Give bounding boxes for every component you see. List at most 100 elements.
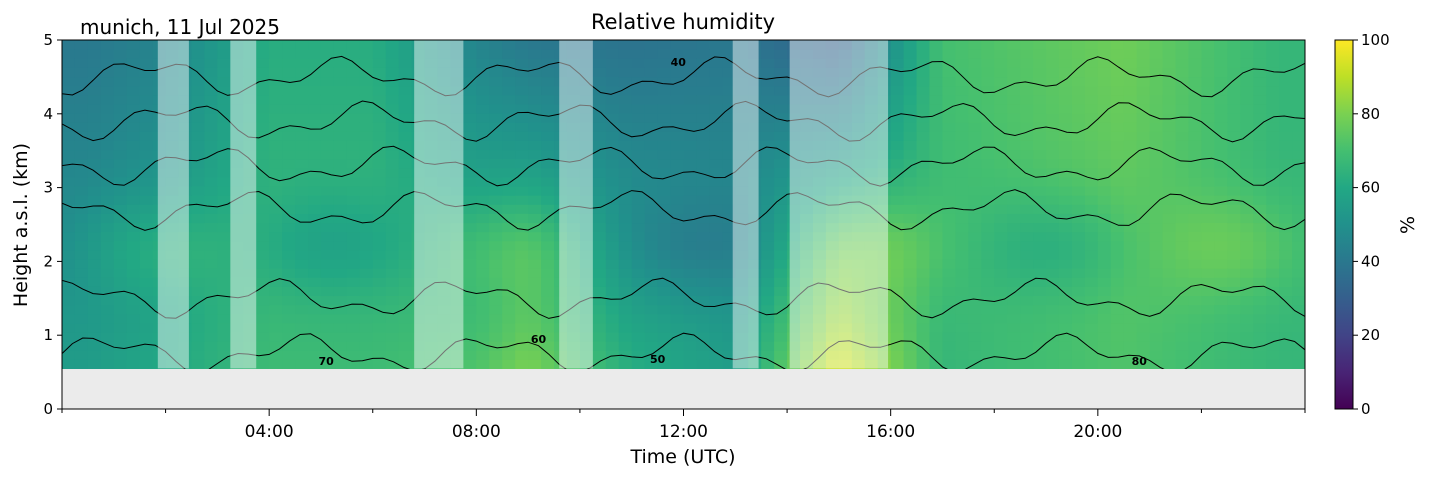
field-cell: [1162, 268, 1177, 278]
field-cell: [670, 249, 685, 260]
field-cell: [359, 322, 374, 333]
field-cell: [774, 103, 788, 114]
field-cell: [100, 277, 115, 287]
field-cell: [1007, 49, 1021, 59]
field-cell: [554, 176, 568, 187]
field-cell: [217, 222, 231, 233]
field-cell: [890, 122, 905, 132]
field-cell: [437, 295, 452, 306]
field-cell: [243, 222, 257, 233]
field-cell: [929, 240, 944, 251]
field-cell: [994, 131, 1008, 141]
field-cell: [100, 240, 115, 251]
field-cell: [709, 322, 723, 333]
field-cell: [320, 122, 335, 132]
field-cell: [1253, 112, 1267, 123]
field-cell: [916, 295, 931, 306]
field-cell: [825, 103, 840, 114]
colorbar-tick-label: 80: [1361, 105, 1380, 123]
field-cell: [657, 195, 672, 205]
field-cell: [942, 167, 957, 178]
field-cell: [1240, 313, 1254, 324]
field-cell: [256, 231, 270, 242]
field-cell: [282, 295, 296, 306]
field-cell: [1007, 85, 1021, 96]
field-cell: [152, 122, 167, 132]
field-cell: [981, 76, 995, 87]
field-cell: [1201, 268, 1215, 278]
field-cell: [191, 94, 206, 105]
field-cell: [1084, 167, 1099, 178]
field-cell: [631, 295, 646, 306]
field-cell: [1097, 350, 1112, 360]
field-cell: [890, 359, 905, 369]
field-cell: [851, 67, 866, 78]
field-cell: [592, 58, 607, 68]
field-cell: [1071, 350, 1086, 360]
field-cell: [696, 112, 710, 123]
field-cell: [320, 195, 335, 205]
field-cell: [463, 204, 477, 214]
field-cell: [864, 277, 879, 287]
field-cell: [981, 49, 995, 59]
field-cell: [890, 286, 905, 297]
field-cell: [463, 295, 477, 306]
field-cell: [1046, 67, 1060, 78]
field-cell: [385, 131, 400, 141]
field-cell: [1201, 204, 1215, 214]
field-cell: [1162, 258, 1177, 269]
field-cell: [722, 158, 736, 169]
field-cell: [968, 131, 982, 141]
field-cell: [1046, 122, 1060, 132]
field-cell: [282, 140, 296, 151]
field-cell: [217, 76, 231, 87]
field-cell: [1227, 249, 1241, 260]
field-cell: [372, 204, 387, 214]
field-cell: [1058, 58, 1073, 68]
field-cell: [618, 322, 633, 333]
field-cell: [62, 240, 76, 251]
field-cell: [450, 122, 464, 132]
field-cell: [1240, 277, 1254, 287]
field-cell: [152, 341, 167, 351]
field-cell: [1110, 286, 1125, 297]
field-cell: [838, 350, 853, 360]
field-cell: [1097, 58, 1112, 68]
field-cell: [165, 222, 180, 233]
field-cell: [243, 131, 257, 141]
field-cell: [100, 268, 115, 278]
field-cell: [1227, 167, 1241, 178]
field-cell: [838, 249, 853, 260]
field-cell: [1149, 222, 1164, 233]
field-cell: [126, 231, 141, 242]
field-cell: [126, 140, 141, 151]
field-cell: [916, 331, 931, 342]
field-cell: [722, 249, 736, 260]
field-cell: [683, 295, 698, 306]
field-cell: [618, 222, 633, 233]
field-cell: [398, 131, 413, 141]
field-cell: [62, 204, 76, 214]
field-cell: [139, 49, 154, 59]
field-cell: [450, 112, 464, 123]
field-cell: [787, 204, 801, 214]
field-cell: [787, 304, 801, 315]
field-cell: [463, 249, 477, 260]
field-cell: [269, 322, 283, 333]
field-cell: [243, 331, 257, 342]
field-cell: [1020, 313, 1034, 324]
field-cell: [1279, 122, 1293, 132]
field-cell: [139, 67, 154, 78]
field-cell: [346, 213, 361, 224]
field-cell: [1279, 204, 1293, 214]
field-cell: [981, 158, 995, 169]
field-cell: [424, 313, 439, 324]
field-cell: [1097, 85, 1112, 96]
field-cell: [955, 268, 969, 278]
field-cell: [657, 359, 672, 369]
field-cell: [87, 286, 102, 297]
field-cell: [1071, 331, 1086, 342]
field-cell: [320, 331, 335, 342]
field-cell: [592, 85, 607, 96]
